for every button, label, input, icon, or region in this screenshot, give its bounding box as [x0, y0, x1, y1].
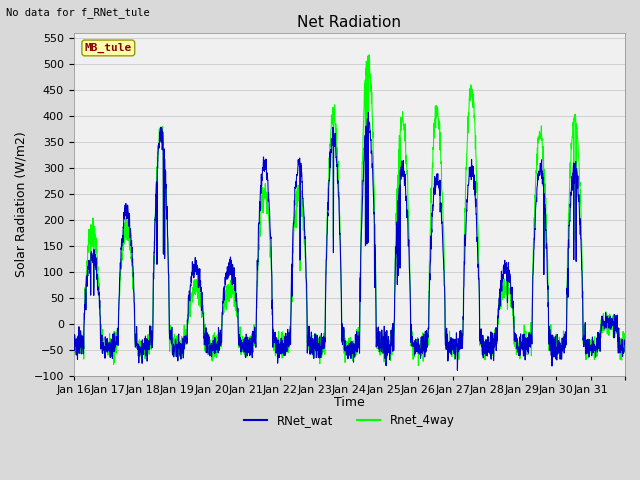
- Rnet_4way: [415, 362, 422, 368]
- Legend: RNet_wat, Rnet_4way: RNet_wat, Rnet_4way: [239, 409, 460, 432]
- RNet_wat: [383, 355, 390, 360]
- Title: Net Radiation: Net Radiation: [298, 15, 401, 30]
- X-axis label: Time: Time: [334, 396, 365, 409]
- Rnet_4way: [244, 347, 252, 353]
- RNet_wat: [125, 217, 132, 223]
- Rnet_4way: [70, 347, 77, 353]
- RNet_wat: [547, 332, 555, 338]
- Y-axis label: Solar Radiation (W/m2): Solar Radiation (W/m2): [15, 131, 28, 277]
- RNet_wat: [614, 338, 621, 344]
- Line: RNet_wat: RNet_wat: [74, 112, 625, 371]
- RNet_wat: [70, 346, 77, 351]
- Rnet_4way: [383, 355, 390, 360]
- Text: No data for f_RNet_tule: No data for f_RNet_tule: [6, 7, 150, 18]
- Rnet_4way: [614, 334, 621, 340]
- RNet_wat: [621, 339, 629, 345]
- RNet_wat: [454, 368, 461, 373]
- Line: Rnet_4way: Rnet_4way: [74, 55, 625, 365]
- Text: MB_tule: MB_tule: [84, 43, 132, 53]
- Rnet_4way: [516, 349, 524, 355]
- Rnet_4way: [547, 322, 555, 327]
- Rnet_4way: [365, 52, 373, 58]
- RNet_wat: [516, 334, 524, 340]
- Rnet_4way: [125, 238, 132, 243]
- Rnet_4way: [621, 343, 629, 348]
- RNet_wat: [365, 109, 372, 115]
- RNet_wat: [244, 344, 252, 350]
